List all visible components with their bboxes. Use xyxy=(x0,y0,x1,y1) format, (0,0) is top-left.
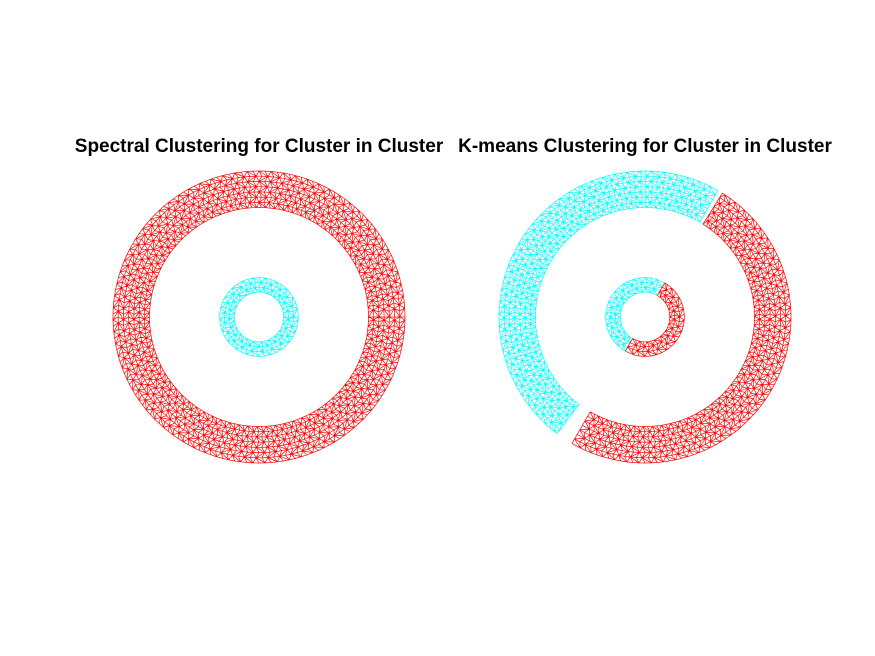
inner-ring-red-arc-0 xyxy=(624,282,685,357)
outer-ring-red-arc-0 xyxy=(112,170,406,464)
kmeans-clustering-title: K-means Clustering for Cluster in Cluste… xyxy=(458,136,832,157)
kmeans-clustering-plot xyxy=(498,170,792,464)
spectral-clustering-panel: Spectral Clustering for Cluster in Clust… xyxy=(75,136,444,464)
spectral-clustering-title: Spectral Clustering for Cluster in Clust… xyxy=(75,136,444,157)
inner-ring-cyan-arc-0 xyxy=(219,277,299,357)
outer-ring-cyan-arc-0 xyxy=(498,170,719,434)
outer-ring-red-series xyxy=(571,192,792,464)
inner-ring-cyan-arc-0 xyxy=(605,277,666,352)
outer-ring-red-series xyxy=(112,170,406,464)
outer-ring-cyan-series xyxy=(498,170,719,434)
inner-ring-red-series xyxy=(624,282,685,357)
outer-ring-red-arc-0 xyxy=(571,192,792,464)
spectral-clustering-plot xyxy=(112,170,406,464)
inner-ring-cyan-series xyxy=(605,277,666,352)
inner-ring-cyan-series xyxy=(219,277,299,357)
kmeans-clustering-panel: K-means Clustering for Cluster in Cluste… xyxy=(458,136,832,464)
